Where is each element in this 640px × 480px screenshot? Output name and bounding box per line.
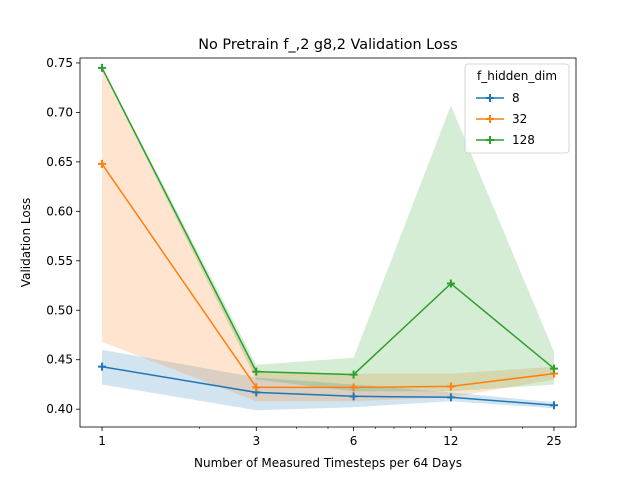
y-tick-label-0.75: 0.75 bbox=[46, 56, 73, 70]
y-tick-label-0.40: 0.40 bbox=[46, 402, 73, 416]
legend-entry-32: 32 bbox=[512, 112, 527, 126]
legend-title: f_hidden_dim bbox=[477, 69, 557, 83]
data-point-128-25 bbox=[549, 364, 558, 373]
data-point-128-3 bbox=[252, 367, 261, 376]
legend-marker-128 bbox=[486, 136, 494, 144]
y-tick-label-0.45: 0.45 bbox=[46, 353, 73, 367]
legend-marker-32 bbox=[486, 115, 494, 123]
confidence-band-128 bbox=[102, 66, 554, 392]
confidence-bands bbox=[102, 66, 554, 411]
y-tick-label-0.65: 0.65 bbox=[46, 155, 73, 169]
confidence-band-32 bbox=[102, 67, 554, 402]
legend-entry-8: 8 bbox=[512, 91, 520, 105]
data-point-32-1 bbox=[98, 159, 107, 168]
x-tick-label-25: 25 bbox=[546, 434, 561, 448]
data-point-128-12 bbox=[446, 279, 455, 288]
data-point-128-6 bbox=[349, 370, 358, 379]
data-point-32-6 bbox=[349, 383, 358, 392]
y-tick-label-0.50: 0.50 bbox=[46, 303, 73, 317]
x-tick-label-1: 1 bbox=[98, 434, 106, 448]
x-axis-label: Number of Measured Timesteps per 64 Days bbox=[194, 456, 462, 470]
data-point-8-1 bbox=[98, 362, 107, 371]
y-tick-label-0.55: 0.55 bbox=[46, 254, 73, 268]
legend-entry-128: 128 bbox=[512, 133, 535, 147]
x-tick-label-12: 12 bbox=[443, 434, 458, 448]
data-point-32-12 bbox=[446, 382, 455, 391]
confidence-band-8 bbox=[102, 349, 554, 411]
y-axis-label: Validation Loss bbox=[19, 198, 33, 287]
legend: f_hidden_dim 8 32 128 bbox=[464, 63, 570, 154]
x-tick-label-3: 3 bbox=[252, 434, 260, 448]
y-axis: 0.40 0.45 0.50 0.55 0.60 0.65 0.70 0.75 bbox=[46, 56, 80, 416]
chart-title: No Pretrain f_,2 g8,2 Validation Loss bbox=[198, 37, 457, 53]
y-tick-label-0.70: 0.70 bbox=[46, 105, 73, 119]
y-tick-label-0.60: 0.60 bbox=[46, 204, 73, 218]
data-point-32-3 bbox=[252, 383, 261, 392]
legend-box bbox=[464, 63, 570, 154]
x-tick-label-6: 6 bbox=[350, 434, 358, 448]
data-point-8-25 bbox=[549, 401, 558, 410]
data-point-8-6 bbox=[349, 392, 358, 401]
legend-marker-8 bbox=[486, 94, 494, 102]
data-point-8-12 bbox=[446, 393, 455, 402]
data-point-128-1 bbox=[98, 63, 107, 72]
series-markers bbox=[98, 63, 558, 410]
x-axis: 1 3 6 12 25 bbox=[98, 427, 562, 448]
